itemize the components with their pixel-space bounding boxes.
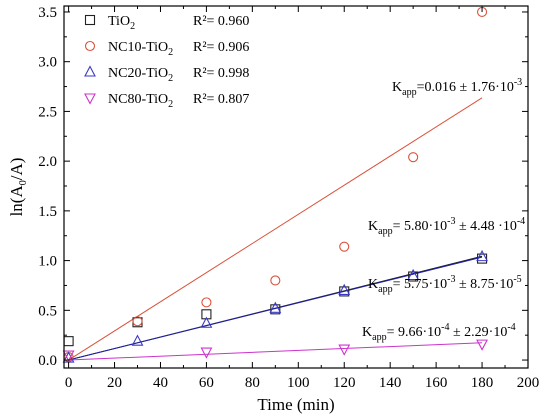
- legend-label-2: NC20-TiO2: [108, 66, 173, 84]
- data-point-series-3: [200, 347, 213, 359]
- legend-label-1: NC10-TiO2: [108, 40, 173, 58]
- data-point-series-2: [338, 283, 351, 295]
- data-point-series-1: [270, 275, 281, 286]
- x-tick-label: 140: [379, 375, 402, 391]
- y-tick-label: 3.5: [38, 5, 57, 21]
- data-point-series-0: [63, 336, 74, 347]
- plot-frame: [63, 5, 529, 369]
- legend-r2-2: R²= 0.998: [193, 66, 249, 81]
- y-tick-label: 0.0: [38, 353, 57, 369]
- y-tick-label: 1.0: [38, 254, 57, 270]
- annotations: Kapp= 5.80·10-3 ± 4.48 ·10-4 Kapp=0.016 ±…: [362, 77, 525, 343]
- y-axis-title: ln(A0/A): [7, 158, 29, 217]
- data-point-series-0: [408, 271, 419, 282]
- y-tick-label: 1.5: [38, 204, 57, 220]
- y-tick-label: 2.5: [38, 104, 57, 120]
- legend-marker-3: [84, 93, 96, 105]
- annotation-kapp-1: Kapp=0.016 ± 1.76·10-3: [392, 77, 522, 98]
- x-axis-title: Time (min): [257, 395, 334, 414]
- data-point-series-1: [408, 152, 419, 163]
- x-tick-label: 20: [107, 375, 122, 391]
- data-point-series-2: [200, 316, 213, 328]
- legend-r2-1: R²= 0.906: [193, 40, 249, 55]
- data-point-series-3: [338, 344, 351, 356]
- data-point-series-1: [132, 316, 143, 327]
- x-tick-label: 60: [199, 375, 214, 391]
- annotation-kapp-2: Kapp= 5.75·10-3 ± 8.75·10-5: [368, 274, 522, 295]
- x-tick-label: 80: [245, 375, 260, 391]
- data-point-series-1: [201, 297, 212, 308]
- data-point-series-0: [270, 304, 281, 315]
- data-point-series-2: [407, 268, 420, 281]
- legend-r2-3: R²= 0.807: [193, 92, 249, 107]
- x-tick-label: 40: [153, 375, 168, 391]
- data-point-series-0: [477, 253, 488, 264]
- legend-r2-0: R²= 0.960: [193, 14, 249, 29]
- annotation-kapp-0: Kapp= 5.80·10-3 ± 4.48 ·10-4: [368, 216, 525, 237]
- data-point-series-1: [339, 241, 350, 252]
- axes: 0 20 40 60 80 100 120 140 160 180 200 0.0 0.5 1.0 1.5 2…: [7, 5, 539, 414]
- legend-marker-0: [84, 14, 96, 26]
- x-tick-label: 0: [65, 375, 73, 391]
- data-point-series-0: [339, 286, 350, 297]
- data-point-series-3: [62, 350, 75, 362]
- legend-label-3: NC80-TiO2: [108, 92, 173, 110]
- data-point-series-2: [269, 301, 282, 313]
- legend-marker-1: [84, 40, 96, 52]
- legend-label-0: TiO2: [108, 14, 135, 32]
- y-tick-label: 0.5: [38, 303, 57, 319]
- x-tick-label: 100: [287, 375, 310, 391]
- data-point-series-2: [476, 249, 488, 262]
- x-tick-label: 200: [517, 375, 540, 391]
- annotation-kapp-3: Kapp= 9.66·10-4 ± 2.29·10-4: [362, 322, 516, 343]
- x-tick-label: 160: [425, 375, 448, 391]
- fit-line-3: [68, 342, 483, 361]
- x-tick-label: 180: [471, 375, 494, 391]
- fit-line-2: [68, 256, 483, 361]
- data-point-series-3: [476, 339, 488, 351]
- y-tick-label: 2.0: [38, 154, 57, 170]
- y-tick-label: 3.0: [38, 55, 57, 71]
- legend-marker-2: [84, 65, 96, 77]
- legend: TiO2 R²= 0.960 NC10-TiO2 R²= 0.906 NC20-TiO2…: [84, 14, 249, 110]
- x-tick-label: 120: [333, 375, 356, 391]
- data-point-series-2: [131, 334, 144, 346]
